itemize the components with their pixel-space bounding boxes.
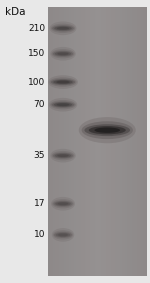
Text: 210: 210 [28,24,45,33]
Ellipse shape [50,100,76,110]
Ellipse shape [53,201,73,207]
Ellipse shape [51,79,75,85]
Ellipse shape [57,27,69,30]
Ellipse shape [50,47,76,61]
Ellipse shape [55,52,71,56]
Ellipse shape [55,153,71,158]
Ellipse shape [79,117,136,143]
Ellipse shape [52,49,74,58]
Ellipse shape [52,102,74,108]
Text: 10: 10 [33,230,45,239]
Ellipse shape [52,228,74,242]
Ellipse shape [48,75,78,89]
Ellipse shape [57,103,69,106]
Ellipse shape [53,153,73,159]
Ellipse shape [52,151,74,160]
Ellipse shape [53,230,73,239]
Ellipse shape [84,124,130,136]
Text: kDa: kDa [4,7,25,17]
Ellipse shape [50,22,76,35]
Bar [48,7,147,276]
Ellipse shape [58,202,68,205]
Ellipse shape [89,126,126,134]
Ellipse shape [53,51,73,57]
Ellipse shape [58,233,68,236]
Ellipse shape [55,201,71,206]
Ellipse shape [53,80,73,84]
Text: 100: 100 [28,78,45,87]
Ellipse shape [54,102,72,107]
Ellipse shape [57,52,69,55]
Ellipse shape [49,98,77,112]
Text: 35: 35 [33,151,45,160]
Ellipse shape [50,149,76,162]
Text: 150: 150 [28,49,45,58]
Text: 70: 70 [33,100,45,109]
Ellipse shape [52,25,74,31]
Ellipse shape [82,121,133,139]
Ellipse shape [56,233,70,237]
Ellipse shape [52,199,74,208]
Ellipse shape [51,197,75,211]
Ellipse shape [51,23,75,33]
Text: 17: 17 [33,199,45,208]
Ellipse shape [54,232,72,238]
Ellipse shape [57,154,69,157]
Ellipse shape [94,128,120,133]
Ellipse shape [54,26,72,31]
Ellipse shape [56,81,70,83]
Ellipse shape [50,77,76,87]
